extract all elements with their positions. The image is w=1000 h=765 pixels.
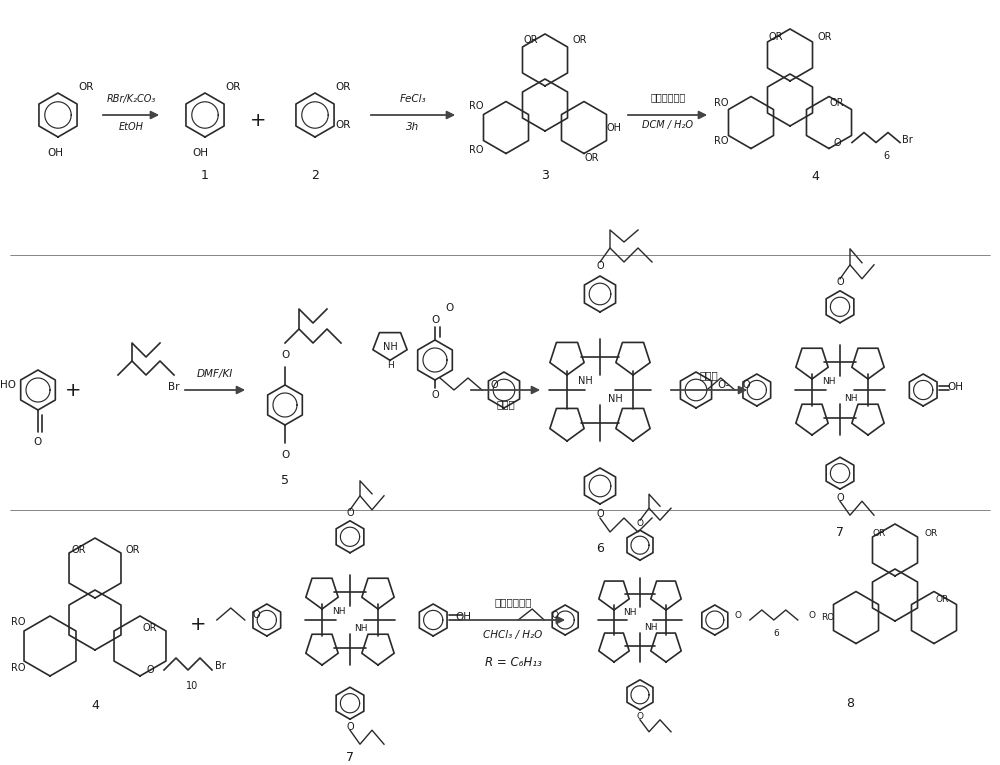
Text: RO: RO — [714, 135, 728, 145]
Text: OR: OR — [585, 152, 599, 162]
Text: O: O — [490, 380, 498, 390]
Text: 4: 4 — [811, 170, 819, 183]
Text: OR: OR — [924, 529, 938, 539]
Text: RO: RO — [821, 613, 835, 622]
Text: Br: Br — [168, 382, 180, 392]
Text: OH: OH — [192, 148, 208, 158]
Text: DMF/KI: DMF/KI — [197, 369, 233, 379]
Text: 8: 8 — [846, 697, 854, 710]
Text: 四丁基溴化铵: 四丁基溴化铵 — [650, 92, 686, 102]
Text: 3h: 3h — [406, 122, 420, 132]
Text: O: O — [281, 450, 289, 460]
Text: RO: RO — [469, 145, 483, 155]
Text: OR: OR — [769, 32, 783, 42]
Text: 6: 6 — [773, 630, 779, 639]
Text: OR: OR — [573, 35, 587, 45]
Text: 浓盐酸: 浓盐酸 — [700, 370, 718, 380]
Text: O: O — [833, 138, 841, 148]
Text: 6: 6 — [883, 151, 889, 161]
Text: 5: 5 — [281, 474, 289, 487]
Text: OH: OH — [947, 382, 963, 392]
Text: O: O — [346, 722, 354, 732]
Text: OR: OR — [126, 545, 140, 555]
Text: 1: 1 — [201, 168, 209, 181]
Text: +: + — [65, 380, 81, 399]
Text: OR: OR — [524, 35, 538, 45]
Text: NH: NH — [383, 342, 397, 352]
Text: FeCl₃: FeCl₃ — [400, 94, 426, 104]
Text: NH: NH — [822, 377, 836, 386]
Text: HO: HO — [0, 380, 16, 390]
Text: Br: Br — [215, 661, 225, 671]
Text: OR: OR — [143, 623, 157, 633]
Text: OH: OH — [455, 612, 471, 622]
Text: CHCl₃ / H₂O: CHCl₃ / H₂O — [483, 630, 543, 640]
Text: R = C₆H₁₃: R = C₆H₁₃ — [485, 656, 541, 669]
Text: O: O — [596, 261, 604, 271]
Text: O: O — [281, 350, 289, 360]
Text: OR: OR — [335, 82, 351, 92]
Text: O: O — [253, 610, 261, 620]
Text: 4: 4 — [91, 699, 99, 712]
Text: 2: 2 — [311, 168, 319, 181]
Text: NH: NH — [608, 394, 622, 404]
Text: OH: OH — [47, 148, 63, 158]
Text: O: O — [431, 315, 439, 325]
Text: RO: RO — [11, 663, 25, 673]
Text: EtOH: EtOH — [119, 122, 144, 132]
Text: 10: 10 — [186, 681, 198, 691]
Text: Br: Br — [902, 135, 912, 145]
Text: NH: NH — [354, 624, 368, 633]
Text: +: + — [190, 616, 206, 634]
Text: O: O — [552, 610, 559, 620]
Text: NH: NH — [332, 607, 346, 616]
Text: OR: OR — [335, 120, 351, 130]
Text: 7: 7 — [346, 750, 354, 763]
Text: O: O — [431, 390, 439, 400]
Text: O: O — [836, 493, 844, 503]
Text: NH: NH — [623, 607, 636, 617]
Text: OR: OR — [72, 545, 86, 555]
Text: RO: RO — [469, 100, 483, 110]
Text: 6: 6 — [596, 542, 604, 555]
Text: O: O — [34, 437, 42, 447]
Text: NH: NH — [644, 623, 657, 633]
Text: OR: OR — [78, 82, 94, 92]
Text: O: O — [146, 665, 154, 675]
Text: O: O — [346, 508, 354, 518]
Text: 二甲苯: 二甲苯 — [497, 399, 515, 409]
Text: 7: 7 — [836, 526, 844, 539]
Text: OR: OR — [830, 97, 844, 108]
Text: O: O — [734, 610, 741, 620]
Text: O: O — [637, 712, 644, 721]
Text: RO: RO — [714, 97, 728, 108]
Text: O-: O- — [718, 380, 730, 390]
Text: OR: OR — [935, 595, 949, 604]
Text: OR: OR — [872, 529, 886, 539]
Text: O: O — [808, 610, 815, 620]
Text: RO: RO — [11, 617, 25, 627]
Text: OH: OH — [606, 122, 622, 132]
Text: DCM / H₂O: DCM / H₂O — [642, 120, 694, 130]
Text: OR: OR — [225, 82, 241, 92]
Text: NH: NH — [578, 376, 592, 386]
Text: 四丁基溴化铵: 四丁基溴化铵 — [494, 597, 532, 607]
Text: 3: 3 — [541, 169, 549, 182]
Text: NH: NH — [844, 394, 858, 403]
Text: RBr/K₂CO₃: RBr/K₂CO₃ — [106, 94, 156, 104]
Text: O: O — [637, 519, 644, 528]
Text: O: O — [743, 380, 751, 390]
Text: +: + — [250, 110, 266, 129]
Text: OR: OR — [818, 32, 832, 42]
Text: O: O — [596, 509, 604, 519]
Text: H: H — [387, 360, 393, 369]
Text: O: O — [836, 277, 844, 287]
Text: O: O — [445, 303, 453, 313]
